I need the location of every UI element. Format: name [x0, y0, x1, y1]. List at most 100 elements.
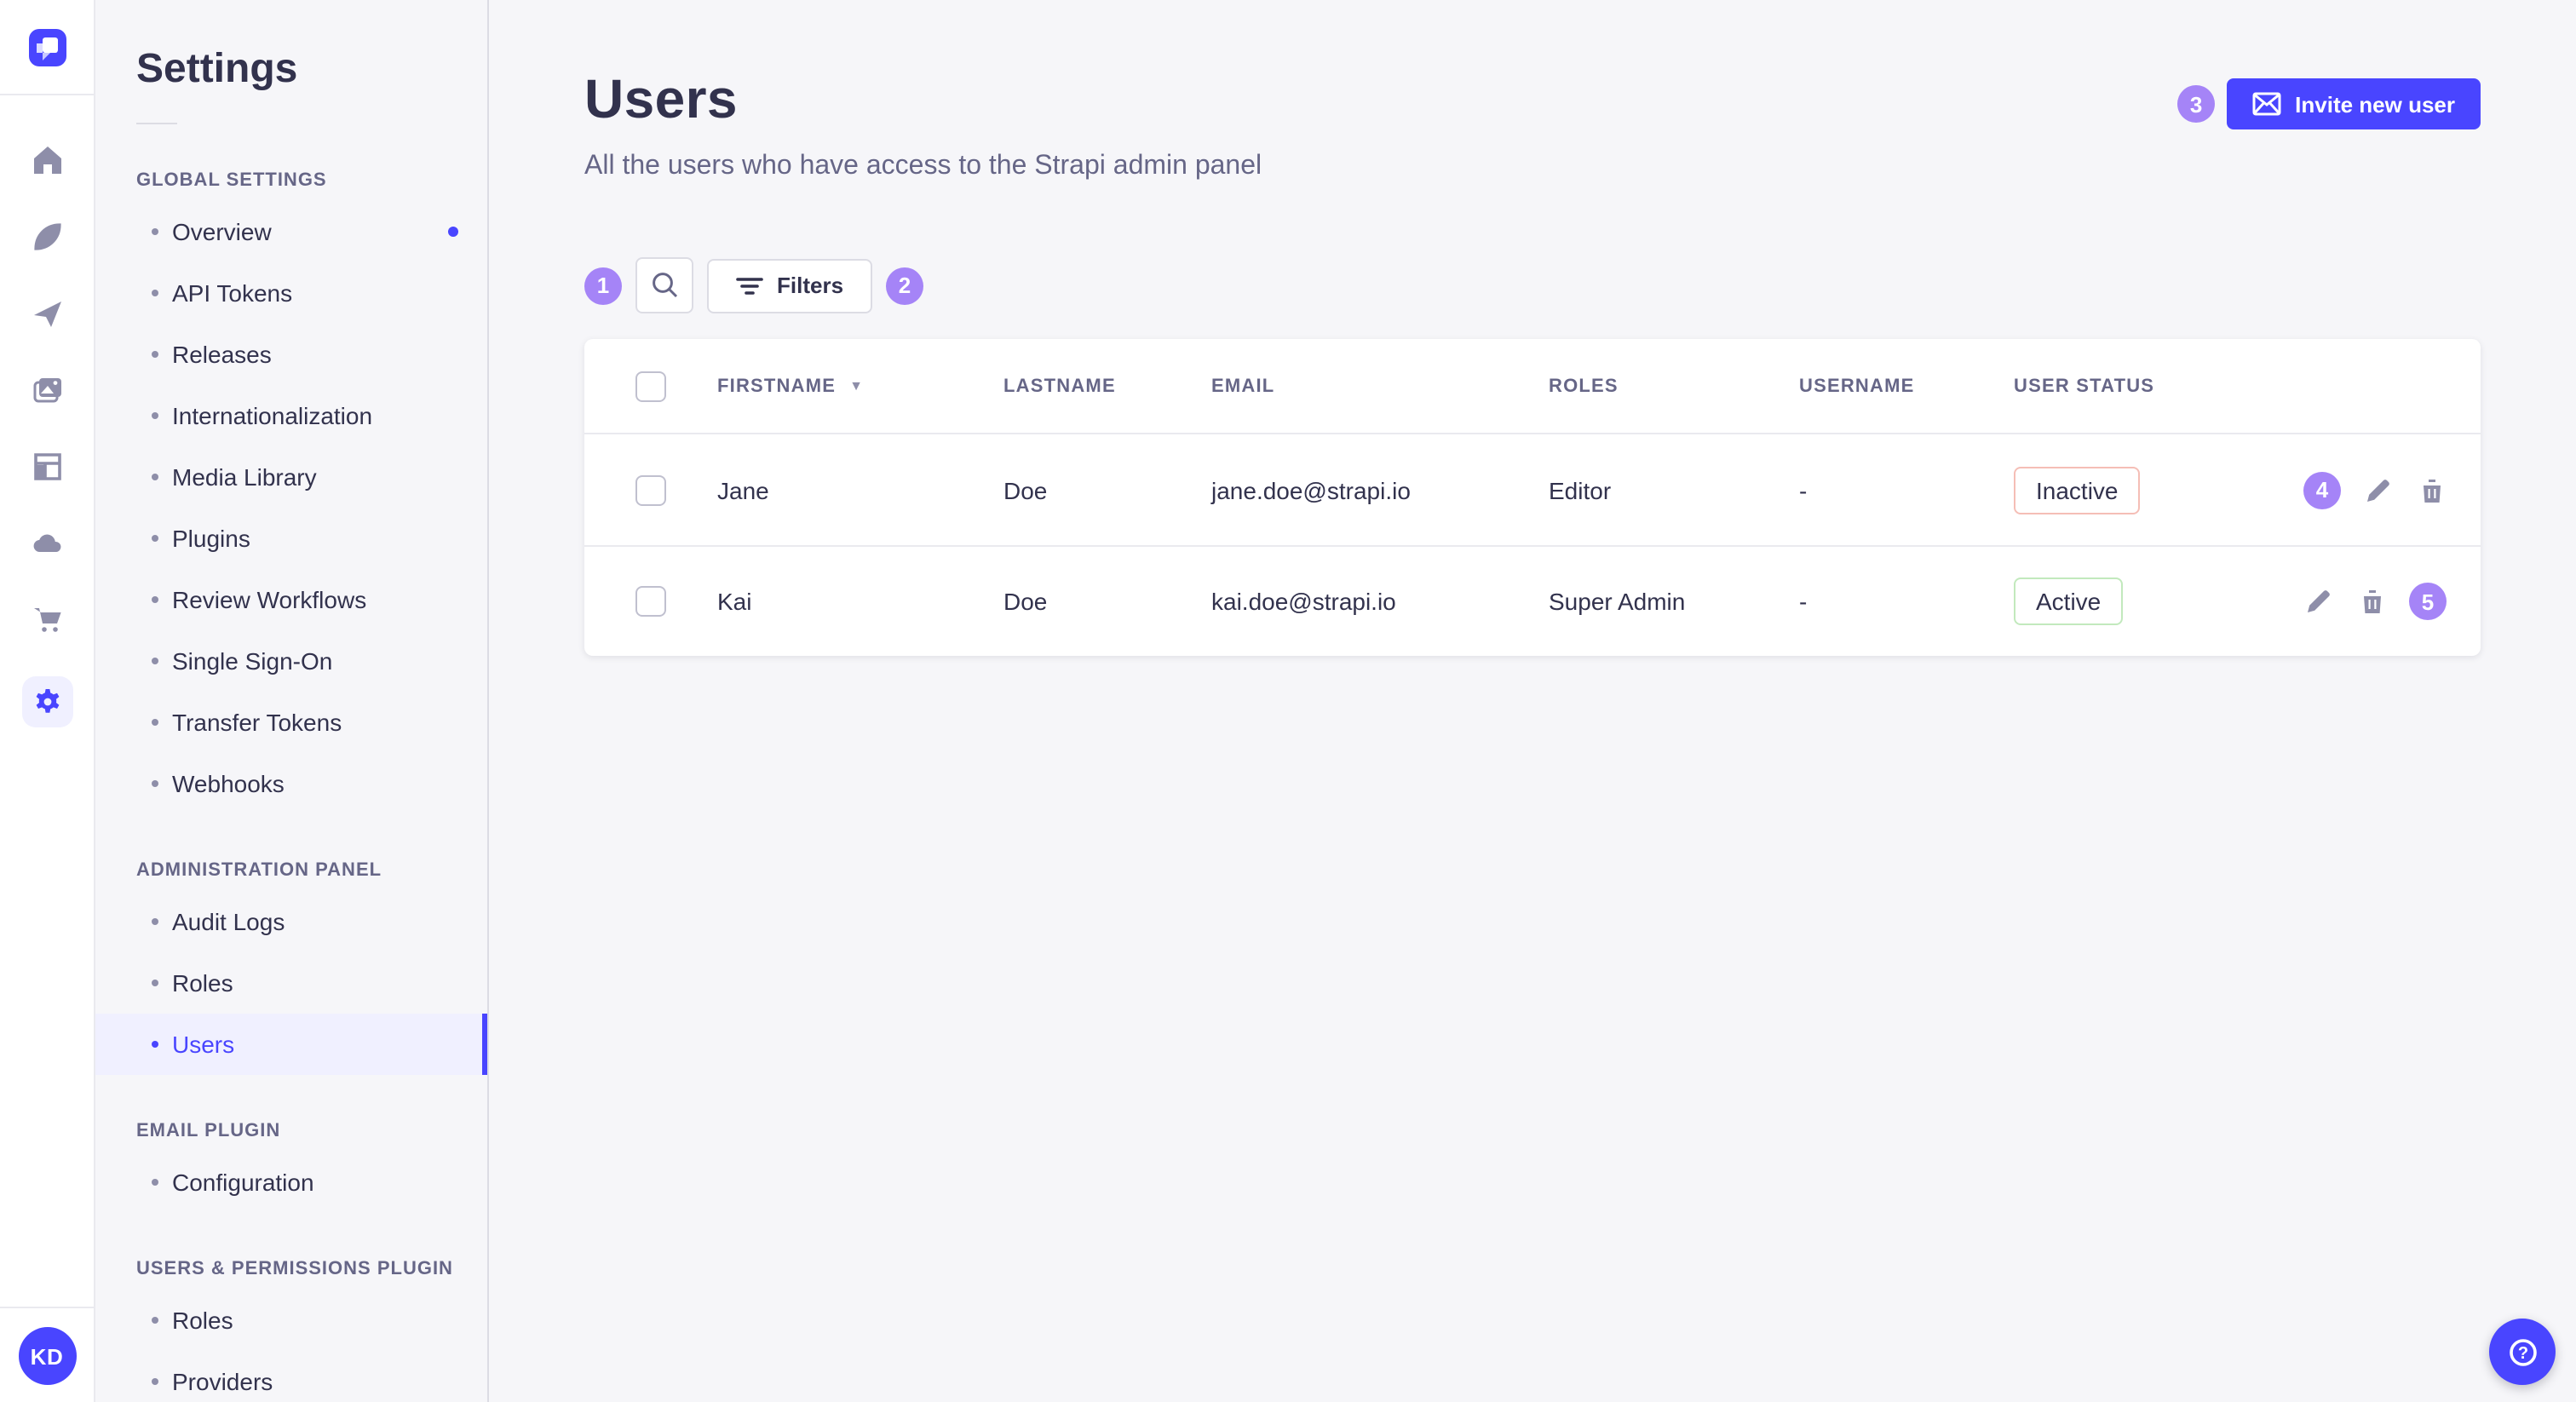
- filter-icon: [736, 277, 763, 294]
- mark-badge-2: 2: [886, 267, 924, 304]
- column-header-firstname[interactable]: FIRSTNAME ▼: [717, 376, 865, 396]
- column-header-lastname: LASTNAME: [1003, 376, 1116, 396]
- sidebar-item-audit-logs[interactable]: Audit Logs: [95, 891, 487, 952]
- mark-badge-4: 4: [2303, 471, 2341, 509]
- sidebar-item-plugins[interactable]: Plugins: [95, 508, 487, 569]
- main-content: Users All the users who have access to t…: [489, 0, 2576, 1402]
- trash-icon: [2360, 590, 2383, 613]
- sidebar-item-overview[interactable]: Overview: [95, 201, 487, 262]
- table-row: Jane Doe jane.doe@strapi.io Editor - Ina…: [584, 434, 2481, 545]
- sidebar-item-label: Providers: [172, 1368, 273, 1395]
- cell-lastname: Doe: [1003, 588, 1048, 615]
- pencil-icon: [2367, 479, 2389, 501]
- sidebar-item-api-tokens[interactable]: API Tokens: [95, 262, 487, 324]
- section-users-permissions-plugin: USERS & PERMISSIONS PLUGIN: [136, 1259, 453, 1279]
- notification-dot: [448, 227, 458, 237]
- sidebar-item-label: Roles: [172, 1307, 233, 1334]
- layout-icon[interactable]: [26, 446, 67, 487]
- row-checkbox[interactable]: [635, 474, 666, 505]
- cell-user-status: Active: [2014, 577, 2252, 625]
- pencil-icon: [2308, 590, 2330, 612]
- search-icon: [652, 273, 677, 298]
- bullet-icon: [152, 780, 158, 787]
- invite-button-label: Invite new user: [2295, 91, 2455, 117]
- settings-sidebar: Settings GLOBAL SETTINGS Overview API To…: [95, 0, 489, 1402]
- filters-button-label: Filters: [777, 273, 844, 298]
- cell-firstname: Kai: [717, 588, 752, 615]
- column-header-username: USERNAME: [1799, 376, 1915, 396]
- sidebar-item-review-workflows[interactable]: Review Workflows: [95, 569, 487, 630]
- cloud-icon[interactable]: [26, 523, 67, 564]
- sidebar-item-transfer-tokens[interactable]: Transfer Tokens: [95, 692, 487, 753]
- settings-gear-icon[interactable]: [21, 676, 72, 727]
- status-badge: Active: [2014, 577, 2124, 625]
- sidebar-item-label: Review Workflows: [172, 586, 367, 613]
- user-avatar[interactable]: KD: [18, 1327, 76, 1385]
- users-table-card: FIRSTNAME ▼ LASTNAME EMAIL ROLES USERNAME…: [584, 339, 2481, 656]
- sidebar-item-users[interactable]: Users: [95, 1014, 487, 1075]
- rail-icon-list: [21, 140, 72, 727]
- sidebar-item-label: Releases: [172, 341, 272, 368]
- sidebar-item-label: Webhooks: [172, 770, 285, 797]
- sidebar-item-label: Roles: [172, 969, 233, 997]
- cart-icon[interactable]: [26, 600, 67, 641]
- select-all-checkbox[interactable]: [635, 371, 666, 401]
- invite-new-user-button[interactable]: Invite new user: [2227, 78, 2481, 129]
- sidebar-item-up-roles[interactable]: Roles: [95, 1290, 487, 1351]
- sidebar-item-media-library[interactable]: Media Library: [95, 446, 487, 508]
- edit-user-button[interactable]: [2303, 586, 2334, 617]
- sidebar-item-label: Internationalization: [172, 402, 373, 429]
- sidebar-item-label: Single Sign-On: [172, 647, 333, 675]
- cell-roles: Editor: [1549, 476, 1612, 503]
- rail-divider: [0, 1307, 94, 1308]
- send-icon[interactable]: [26, 293, 67, 334]
- sidebar-item-releases[interactable]: Releases: [95, 324, 487, 385]
- feather-icon[interactable]: [26, 216, 67, 257]
- select-all-cell: [584, 371, 717, 401]
- filters-button[interactable]: Filters: [707, 258, 873, 313]
- bullet-icon: [152, 1378, 158, 1385]
- strapi-logo[interactable]: [28, 28, 66, 66]
- home-icon[interactable]: [26, 140, 67, 181]
- help-button[interactable]: ?: [2489, 1319, 2556, 1385]
- search-button[interactable]: [635, 257, 693, 313]
- delete-user-button[interactable]: [2356, 586, 2387, 617]
- row-checkbox[interactable]: [635, 586, 666, 617]
- cell-roles: Super Admin: [1549, 588, 1686, 615]
- sidebar-item-admin-roles[interactable]: Roles: [95, 952, 487, 1014]
- sidebar-item-label: Configuration: [172, 1169, 314, 1196]
- column-header-email: EMAIL: [1211, 376, 1275, 396]
- rail-bottom: KD: [0, 1307, 94, 1402]
- row-select-cell: [584, 474, 717, 505]
- mark-badge-3: 3: [2177, 85, 2216, 123]
- sidebar-item-providers[interactable]: Providers: [95, 1351, 487, 1402]
- cell-user-status: Inactive: [2014, 466, 2252, 514]
- trash-icon: [2420, 479, 2442, 502]
- media-library-icon[interactable]: [26, 370, 67, 411]
- section-email-plugin: EMAIL PLUGIN: [136, 1121, 281, 1141]
- sidebar-item-webhooks[interactable]: Webhooks: [95, 753, 487, 814]
- delete-user-button[interactable]: [2416, 474, 2447, 505]
- sidebar-item-label: API Tokens: [172, 279, 293, 307]
- status-badge: Inactive: [2014, 466, 2141, 514]
- logo-container: [0, 0, 94, 95]
- bullet-icon: [152, 1317, 158, 1324]
- sidebar-item-single-sign-on[interactable]: Single Sign-On: [95, 630, 487, 692]
- svg-text:?: ?: [2517, 1343, 2527, 1362]
- bullet-icon: [152, 474, 158, 480]
- section-global-settings: GLOBAL SETTINGS: [136, 170, 327, 191]
- section-administration-panel: ADMINISTRATION PANEL: [136, 860, 382, 881]
- edit-user-button[interactable]: [2363, 474, 2394, 505]
- row-actions: 4: [2252, 471, 2481, 509]
- page-subtitle: All the users who have access to the Str…: [584, 152, 1262, 181]
- sidebar-item-configuration[interactable]: Configuration: [95, 1152, 487, 1213]
- page-header-text: Users All the users who have access to t…: [584, 68, 1262, 182]
- strapi-logo-icon: [36, 37, 57, 60]
- bullet-icon: [152, 596, 158, 603]
- sidebar-item-internationalization[interactable]: Internationalization: [95, 385, 487, 446]
- sidebar-item-label: Media Library: [172, 463, 317, 491]
- settings-title-divider: [136, 123, 177, 124]
- nav-rail: KD: [0, 0, 95, 1402]
- bullet-icon: [152, 535, 158, 542]
